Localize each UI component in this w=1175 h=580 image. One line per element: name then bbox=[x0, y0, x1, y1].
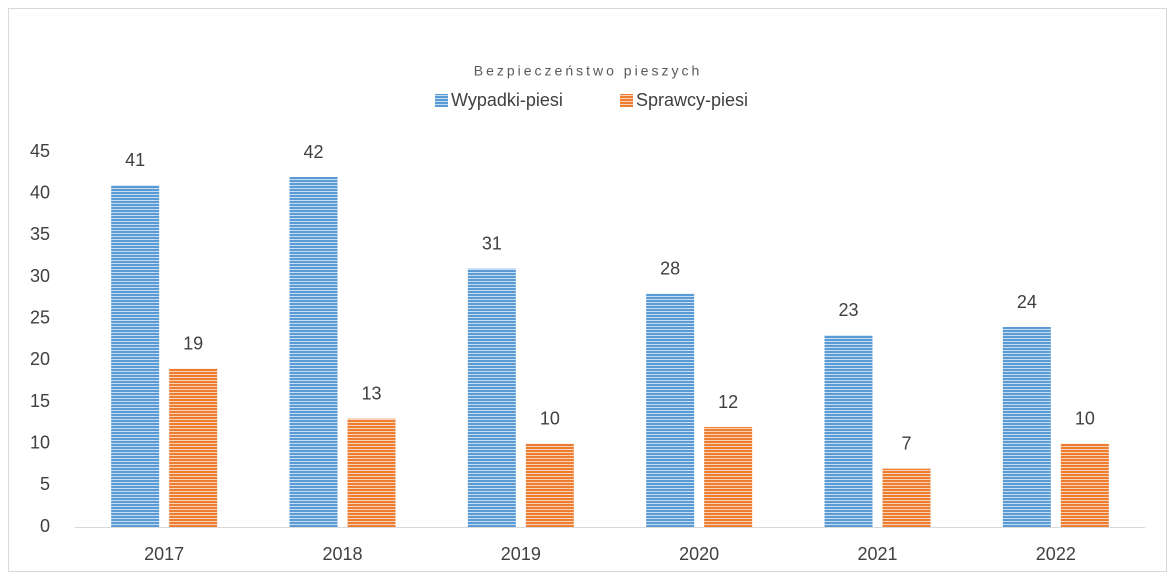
data-label: 23 bbox=[838, 300, 858, 320]
bar bbox=[1002, 327, 1051, 527]
x-tick-label: 2017 bbox=[144, 544, 184, 564]
data-label: 42 bbox=[303, 142, 323, 162]
bar bbox=[646, 293, 695, 527]
data-label: 7 bbox=[901, 433, 911, 453]
data-label: 12 bbox=[718, 392, 738, 412]
y-tick-label: 40 bbox=[30, 182, 50, 202]
x-tick-label: 2020 bbox=[679, 544, 719, 564]
bar bbox=[467, 268, 516, 527]
chart-title: Bezpieczeństwo pieszych bbox=[474, 63, 703, 79]
bar bbox=[882, 468, 931, 527]
y-tick-label: 30 bbox=[30, 266, 50, 286]
data-label: 31 bbox=[482, 233, 502, 253]
bar bbox=[1060, 443, 1109, 527]
legend-swatch bbox=[620, 94, 633, 107]
bar bbox=[111, 185, 160, 528]
y-tick-label: 45 bbox=[30, 141, 50, 161]
x-tick-label: 2022 bbox=[1036, 544, 1076, 564]
data-label: 24 bbox=[1017, 292, 1037, 312]
data-label: 41 bbox=[125, 150, 145, 170]
legend-label: Sprawcy-piesi bbox=[636, 90, 748, 110]
y-tick-label: 35 bbox=[30, 224, 50, 244]
bar bbox=[704, 427, 753, 527]
y-tick-label: 25 bbox=[30, 307, 50, 327]
x-tick-label: 2018 bbox=[322, 544, 362, 564]
bar bbox=[525, 443, 574, 527]
y-tick-label: 20 bbox=[30, 349, 50, 369]
data-label: 10 bbox=[1075, 408, 1095, 428]
y-tick-label: 0 bbox=[40, 516, 50, 536]
bar bbox=[347, 418, 396, 527]
data-label: 28 bbox=[660, 258, 680, 278]
bar bbox=[824, 335, 873, 527]
data-label: 19 bbox=[183, 333, 203, 353]
y-tick-label: 5 bbox=[40, 474, 50, 494]
x-tick-label: 2021 bbox=[857, 544, 897, 564]
bar bbox=[169, 368, 218, 527]
legend-swatch bbox=[435, 94, 448, 107]
bar bbox=[289, 177, 338, 527]
x-tick-label: 2019 bbox=[501, 544, 541, 564]
legend-label: Wypadki-piesi bbox=[451, 90, 563, 110]
data-label: 13 bbox=[361, 383, 381, 403]
y-tick-label: 10 bbox=[30, 432, 50, 452]
data-label: 10 bbox=[540, 408, 560, 428]
y-tick-label: 15 bbox=[30, 391, 50, 411]
